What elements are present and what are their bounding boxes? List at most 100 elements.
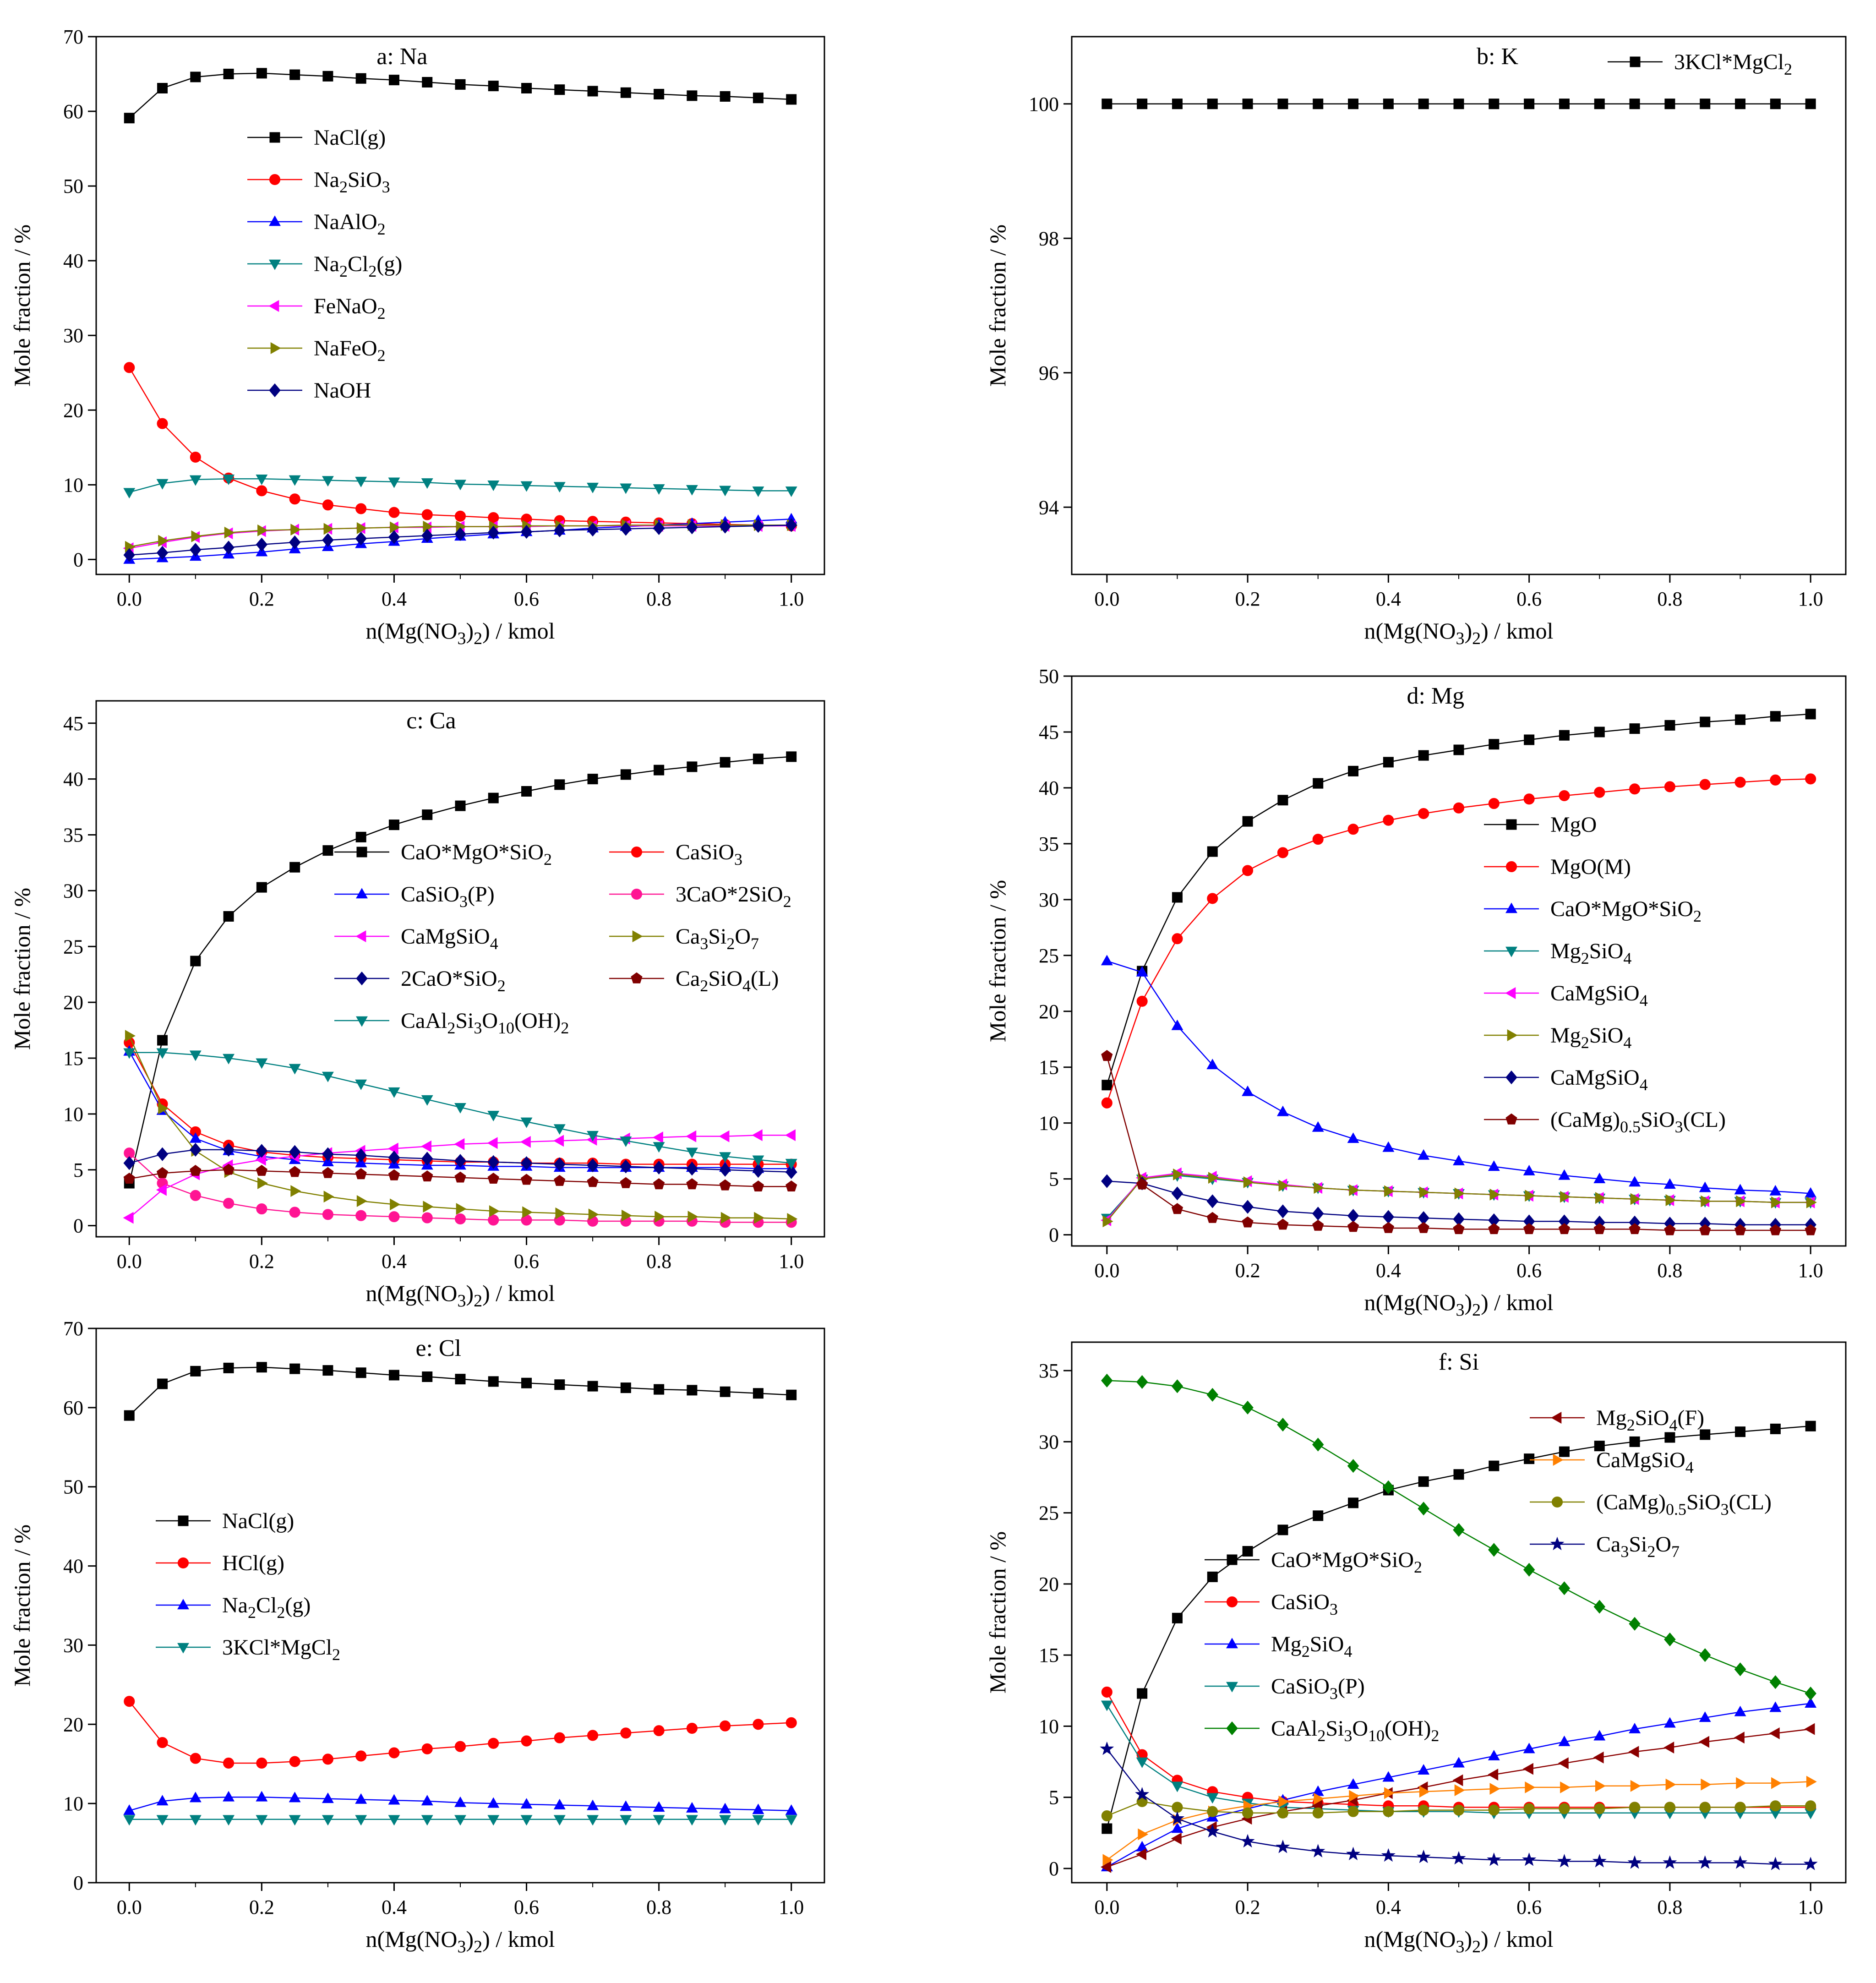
data-point xyxy=(1593,1600,1606,1614)
legend-label: CaSiO3(P) xyxy=(401,882,495,911)
data-point xyxy=(356,1195,367,1207)
data-point xyxy=(587,1815,599,1826)
data-point xyxy=(1243,1176,1254,1188)
data-point xyxy=(223,69,234,80)
data-point xyxy=(1734,1802,1746,1813)
y-tick-label: 10 xyxy=(63,1103,83,1125)
data-point xyxy=(1383,98,1394,109)
data-point xyxy=(686,1802,698,1813)
data-point xyxy=(322,1071,334,1082)
data-point xyxy=(1136,1796,1148,1808)
data-point xyxy=(223,1142,234,1157)
data-point xyxy=(687,90,698,101)
data-point xyxy=(1384,1185,1395,1197)
data-point xyxy=(1418,808,1429,819)
x-axis-label: n(Mg(NO3)2) / kmol xyxy=(366,618,555,648)
series-8 xyxy=(1100,1741,1818,1870)
legend-label: Na2SiO3 xyxy=(314,168,390,196)
data-point xyxy=(1170,1811,1185,1825)
data-point xyxy=(554,84,565,95)
data-point xyxy=(1769,1701,1782,1712)
y-tick-label: 40 xyxy=(63,250,83,272)
data-point xyxy=(388,1794,400,1805)
panel-title: e: Cl xyxy=(415,1335,461,1361)
data-point xyxy=(1558,1757,1569,1770)
data-point xyxy=(752,1164,764,1178)
y-axis-label: Mole fraction / % xyxy=(9,224,35,387)
data-point xyxy=(1136,1178,1148,1190)
data-point xyxy=(1700,98,1711,109)
data-point xyxy=(1102,98,1113,109)
data-point xyxy=(323,523,334,535)
legend-marker xyxy=(1505,861,1517,873)
legend-label: NaOH xyxy=(314,378,371,403)
data-point xyxy=(1523,793,1535,805)
data-point xyxy=(1312,1219,1324,1231)
data-point xyxy=(1278,1796,1289,1808)
x-tick-label: 0.0 xyxy=(1094,1259,1119,1282)
data-point xyxy=(157,83,168,94)
data-point xyxy=(289,1792,301,1803)
data-point xyxy=(156,1815,169,1826)
legend-marker xyxy=(631,888,643,900)
data-point xyxy=(1207,1806,1218,1817)
legend-label: Mg2SiO4 xyxy=(1550,1023,1631,1052)
chart-panel-f: 0.0 0.2 0.4 0.6 0.8 1.0 0 5 10 15 20 25 30 35 f: Si n(M… xyxy=(985,1341,1847,1956)
data-point xyxy=(1207,98,1218,109)
data-point xyxy=(289,493,300,505)
data-point xyxy=(289,535,301,549)
data-point xyxy=(1453,98,1464,109)
x-tick-label: 1.0 xyxy=(1798,588,1823,610)
data-point xyxy=(488,512,499,524)
x-tick-label: 0.8 xyxy=(646,1250,671,1273)
data-point xyxy=(1488,1749,1500,1760)
data-point xyxy=(322,499,333,511)
data-point xyxy=(785,1804,797,1815)
y-tick-label: 0 xyxy=(73,1872,83,1894)
y-tick-label: 10 xyxy=(63,1792,83,1815)
data-point xyxy=(289,1145,301,1159)
x-tick-label: 0.0 xyxy=(117,588,142,610)
data-point xyxy=(355,1148,367,1163)
series-0 xyxy=(1102,98,1816,109)
y-tick-label: 40 xyxy=(63,768,83,791)
data-point xyxy=(1663,1742,1674,1754)
data-point xyxy=(388,530,400,544)
data-point xyxy=(1102,1215,1113,1228)
data-point xyxy=(1101,955,1113,966)
data-point xyxy=(719,1152,731,1163)
data-point xyxy=(1277,98,1288,109)
data-point xyxy=(124,113,135,124)
data-point xyxy=(355,831,366,842)
data-point xyxy=(1734,1732,1745,1744)
data-point xyxy=(256,1058,268,1069)
data-point xyxy=(1593,1172,1606,1183)
y-tick-label: 5 xyxy=(73,1159,83,1181)
data-point xyxy=(123,1804,136,1815)
data-point xyxy=(487,1815,500,1826)
data-point xyxy=(1523,1164,1535,1175)
data-point xyxy=(1523,1562,1535,1577)
data-point xyxy=(455,79,466,90)
data-point xyxy=(687,1211,698,1223)
data-point xyxy=(290,1185,301,1197)
data-point xyxy=(785,1129,796,1142)
x-tick-label: 0.6 xyxy=(514,1896,539,1918)
data-point xyxy=(720,757,731,768)
data-point xyxy=(422,76,433,87)
data-point xyxy=(156,479,169,490)
legend-marker xyxy=(355,930,366,942)
legend-marker xyxy=(269,132,280,143)
series-4 xyxy=(1101,1373,1816,1701)
data-point xyxy=(421,1795,433,1806)
data-point xyxy=(488,792,499,803)
data-point xyxy=(223,1362,234,1373)
data-point xyxy=(1100,1741,1114,1755)
legend-marker xyxy=(269,215,281,226)
data-point xyxy=(1277,1418,1289,1432)
data-point xyxy=(1804,1723,1815,1735)
y-tick-label: 35 xyxy=(63,824,83,847)
data-point xyxy=(1525,1781,1536,1793)
data-point xyxy=(753,1719,764,1730)
data-point xyxy=(1735,98,1746,109)
